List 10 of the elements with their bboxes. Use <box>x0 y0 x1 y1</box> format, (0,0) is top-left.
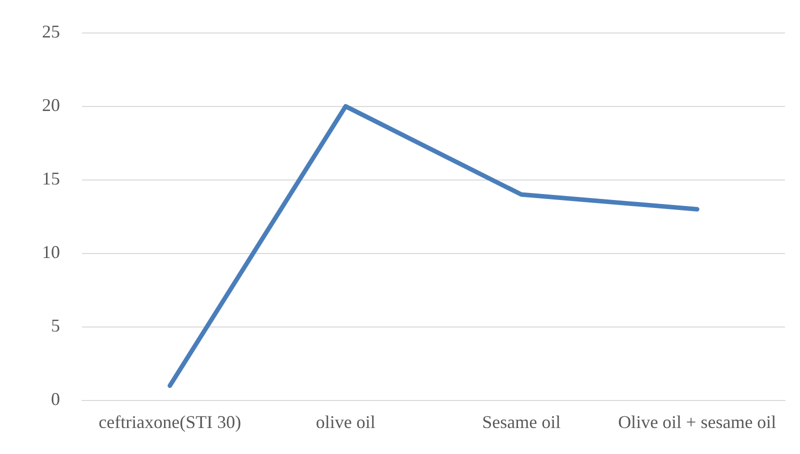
y-tick-label: 10 <box>42 242 60 262</box>
y-tick-label: 15 <box>42 168 60 189</box>
x-tick-label: Sesame oil <box>482 412 561 432</box>
y-tick-label: 5 <box>51 316 60 336</box>
x-tick-label: Olive oil + sesame oil <box>618 412 776 432</box>
y-tick-label: 0 <box>51 389 60 410</box>
y-tick-label: 25 <box>42 22 60 42</box>
y-tick-label: 20 <box>42 95 60 116</box>
x-tick-label: olive oil <box>316 412 376 432</box>
x-tick-label: ceftriaxone(STI 30) <box>98 412 242 432</box>
